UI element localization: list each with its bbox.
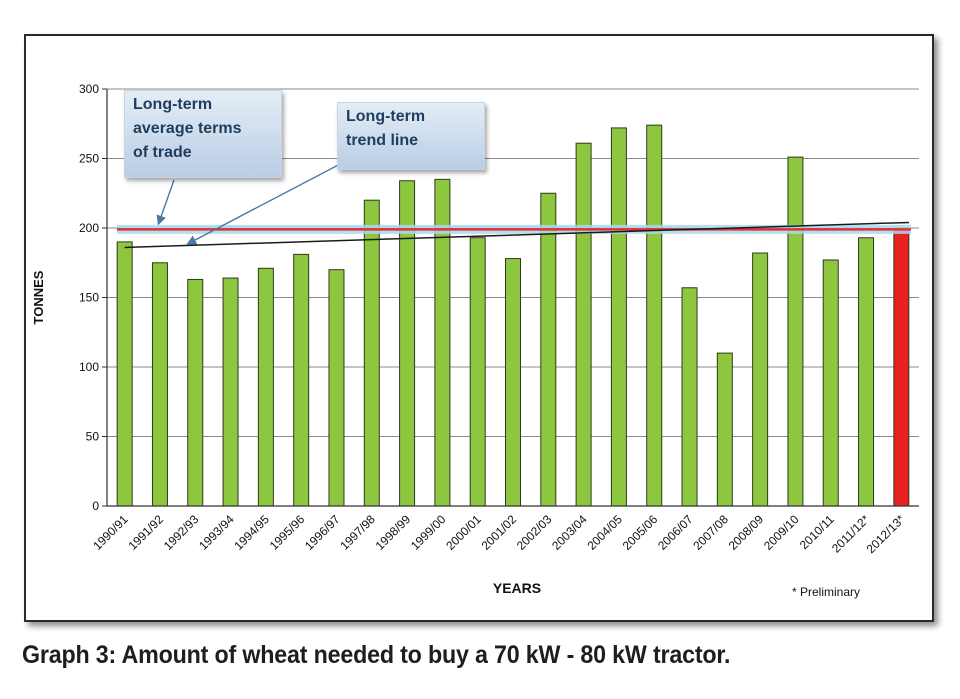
y-tick-label: 150 [79,291,99,305]
x-tick-label: 2006/07 [655,512,696,553]
x-tick-label: 2004/05 [584,512,625,553]
x-tick-label: 1998/99 [373,512,414,553]
bar-200708 [716,352,733,507]
chart-frame: 0 50 100 150 200 250 300 1990/91 1991/92 1992/93… [24,34,934,622]
callout-average-line-1: Long-term [133,96,213,113]
x-tick-label: 2002/03 [514,512,555,553]
callout-trend-line-2: trend line [346,132,419,149]
y-tick-label: 50 [86,430,100,444]
bar-200607 [681,287,698,507]
x-tick-label: 1993/94 [196,512,237,553]
bar-200506 [646,124,663,507]
preliminary-note: * Preliminary [792,585,860,599]
callout-trend-line-1: Long-term [346,108,426,125]
y-tick-labels: 0 50 100 150 200 250 300 [79,82,99,513]
bar-200405 [610,127,627,507]
x-tick-label: 2001/02 [479,512,520,553]
x-tick-label: 1991/92 [125,512,166,553]
callout-trend: Long-term trend line [337,102,485,170]
y-tick-label: 300 [79,82,99,96]
x-tick-label: 1999/00 [408,512,449,553]
x-tick-label: 1996/97 [302,512,343,553]
x-tick-labels: 1990/911991/921992/931993/941994/951995/… [90,512,908,556]
x-tick-label: 2005/06 [620,512,661,553]
bar-200001 [469,237,486,507]
bar-199293 [187,278,204,507]
bar-201011 [822,259,839,507]
axes [106,89,919,507]
x-tick-label: 1990/91 [90,512,131,553]
y-tick-label: 250 [79,152,99,166]
bar-200102 [505,258,521,507]
x-tick-label: 1994/95 [231,512,272,553]
callout-average-line-3: of trade [133,144,192,161]
x-tick-label: 2000/01 [443,512,484,553]
bar-200809 [752,252,769,507]
callout-average-arrow [156,179,175,226]
x-tick-label: 1995/96 [267,512,308,553]
x-tick-label: 2007/08 [690,512,731,553]
bar-200910 [787,156,804,507]
y-tick-label: 0 [92,499,99,513]
bar-199394 [222,277,239,507]
y-axis-label: TONNES [31,270,46,324]
bar-199798 [363,199,380,507]
bar-199697 [328,269,345,507]
bar-199596 [293,253,310,507]
trend-line [124,221,910,249]
callout-average: Long-term average terms of trade [124,90,282,178]
bar-199495 [257,267,274,507]
x-tick-label: 2008/09 [726,512,767,553]
x-axis-label: YEARS [493,580,541,596]
bar-199091 [116,241,133,507]
bars [116,124,910,507]
bar-201112 [858,237,875,507]
x-tick-label: 2003/04 [549,512,590,553]
bar-200304 [575,142,592,507]
x-tick-label: 1997/98 [337,512,378,553]
x-tick-label: 1992/93 [161,512,202,553]
callout-arrows [156,161,345,245]
y-tick-label: 100 [79,360,99,374]
callout-trend-arrow [186,161,345,245]
x-tick-label: 2009/10 [761,512,802,553]
bar-201213 [893,227,910,507]
x-tick-label: 2012/13* [864,512,908,556]
reference-lines [117,221,911,249]
bar-chart: 0 50 100 150 200 250 300 1990/911991/921992/93… [31,82,919,599]
y-tick-label: 200 [79,221,99,235]
figure-caption: Graph 3: Amount of wheat needed to buy a… [22,641,731,669]
bar-199192 [151,262,168,507]
bar-200203 [540,192,557,507]
callout-average-line-2: average terms [133,120,242,137]
